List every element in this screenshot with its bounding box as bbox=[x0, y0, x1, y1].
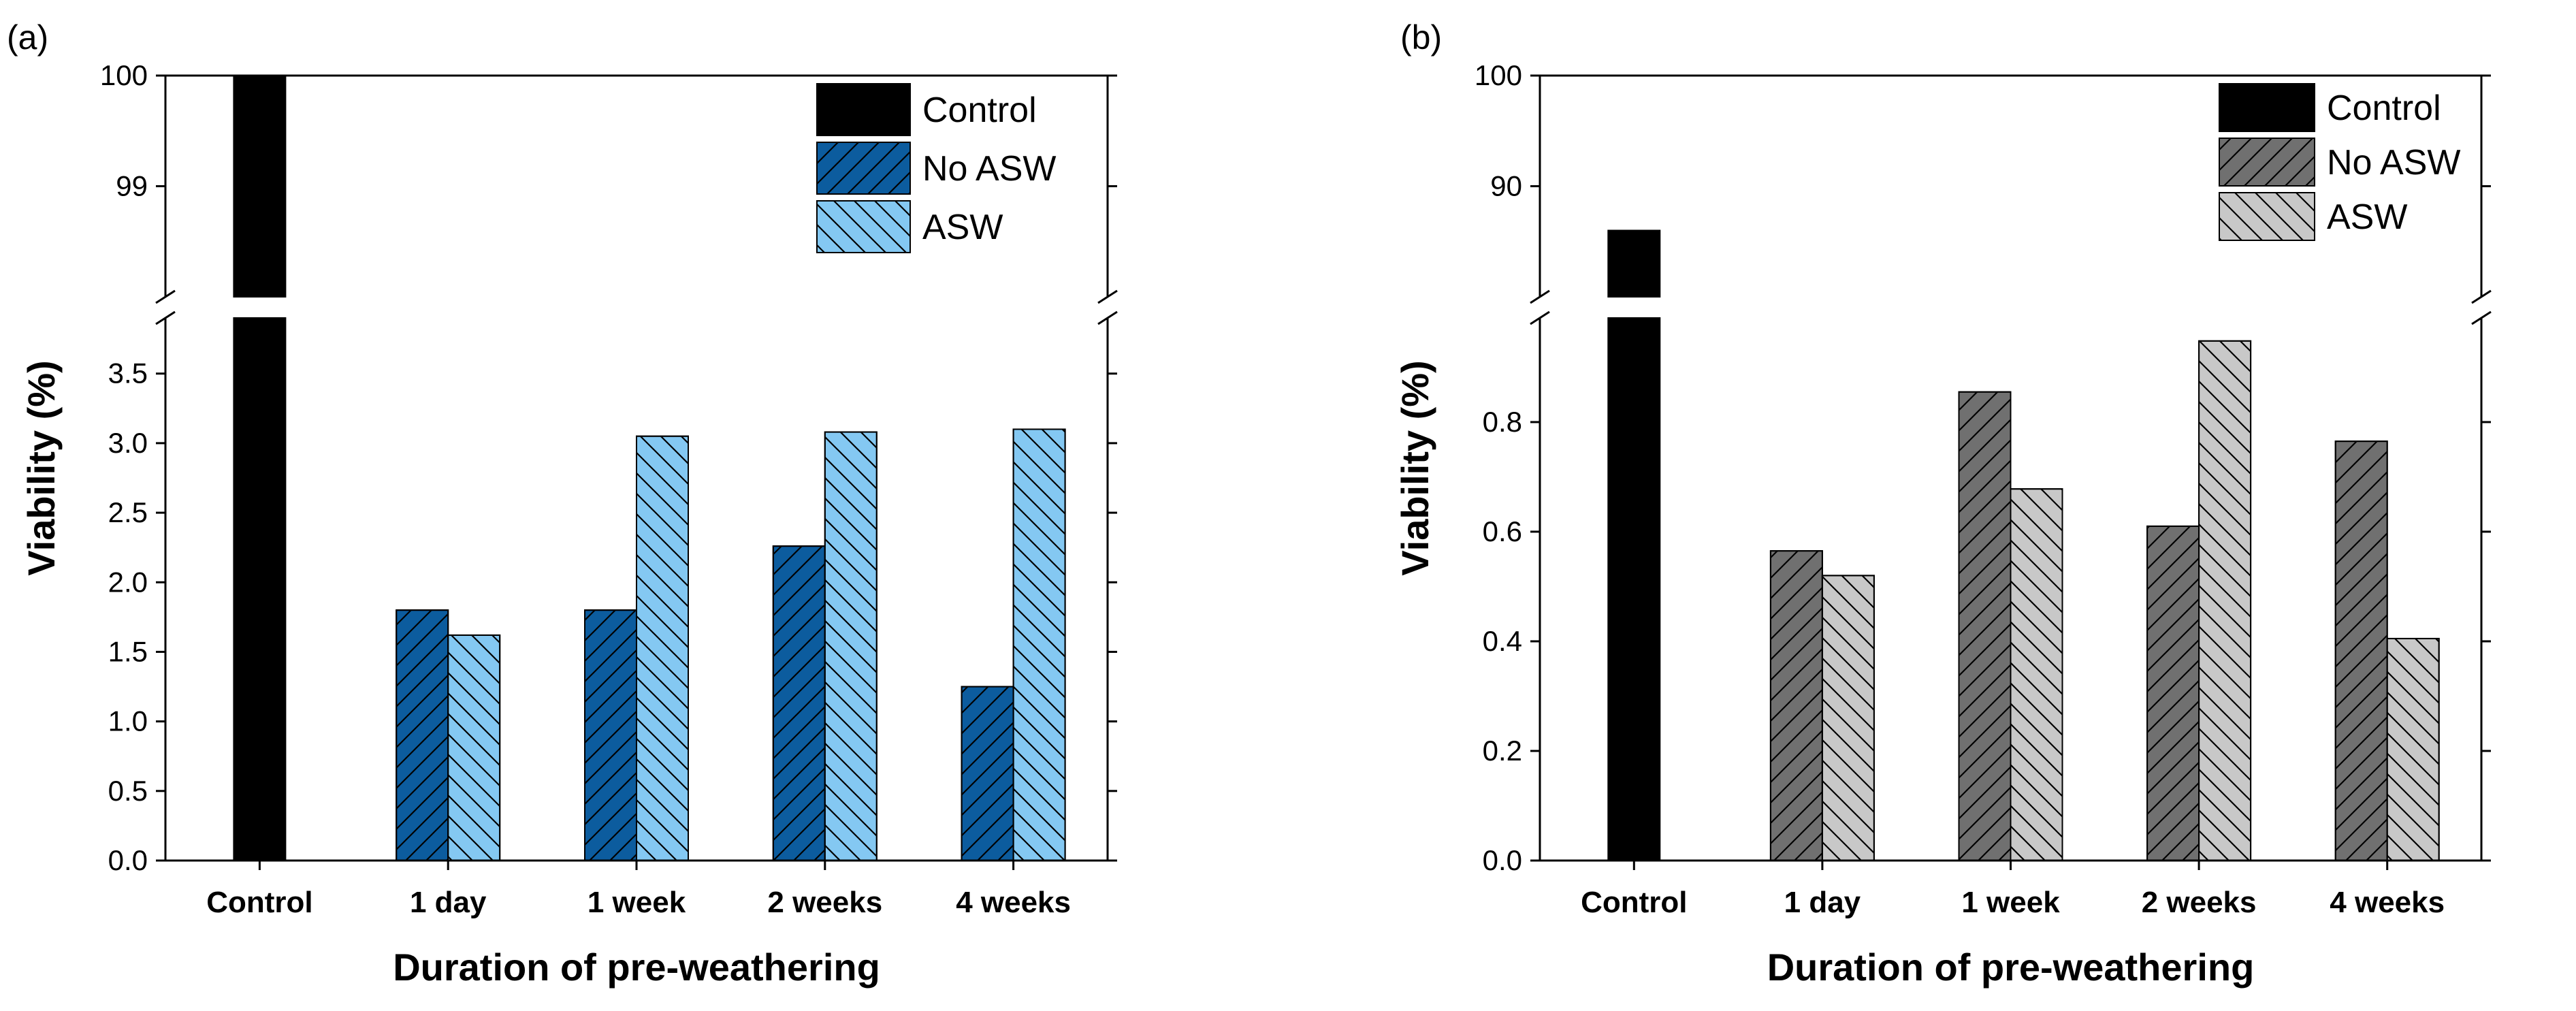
y-tick-label: 0.2 bbox=[1483, 735, 1522, 767]
y-tick-label: 0.4 bbox=[1483, 625, 1522, 657]
bar-asw-4-weeks-hatch bbox=[2386, 637, 2440, 861]
bar-asw-1-day-hatch bbox=[447, 634, 501, 861]
axis-break-mark bbox=[1530, 310, 1550, 325]
x-tick-label: 1 week bbox=[1961, 886, 2060, 919]
legend-label: No ASW bbox=[922, 149, 1057, 189]
bar-asw-1-day-hatch bbox=[1821, 575, 1875, 861]
bar-control-control-upper bbox=[233, 75, 287, 298]
legend-swatch-hatch bbox=[2219, 192, 2315, 241]
legend-swatch bbox=[2219, 83, 2315, 132]
panel-label: (b) bbox=[1400, 18, 1442, 57]
y-tick-label: 0.8 bbox=[1483, 406, 1522, 438]
legend-swatch-hatch bbox=[816, 142, 911, 195]
y-tick-label: 1.5 bbox=[108, 635, 148, 667]
legend-swatch-hatch bbox=[816, 200, 911, 253]
bar-control-control bbox=[1607, 317, 1661, 861]
x-tick-label: 4 weeks bbox=[2330, 886, 2445, 919]
x-axis-title: Duration of pre-weathering bbox=[393, 946, 880, 989]
bar-control-control bbox=[233, 317, 287, 861]
y-tick-label: 100 bbox=[100, 59, 148, 91]
bar-no-asw-4-weeks-hatch bbox=[961, 686, 1014, 861]
legend-swatch bbox=[816, 83, 911, 136]
bar-no-asw-1-week-hatch bbox=[584, 609, 637, 862]
bar-asw-4-weeks-hatch bbox=[1012, 428, 1066, 861]
axis-break-mark bbox=[1530, 289, 1550, 304]
bar-no-asw-1-week-hatch bbox=[1958, 391, 2012, 861]
bar-no-asw-1-day-hatch bbox=[396, 609, 449, 862]
y-tick-label: 3.0 bbox=[108, 427, 148, 459]
y-tick-label: 0.5 bbox=[108, 775, 148, 807]
bar-no-asw-2-weeks-hatch bbox=[2146, 525, 2200, 861]
x-tick-label: 2 weeks bbox=[767, 886, 882, 919]
y-tick-label: 99 bbox=[116, 170, 148, 202]
panel-label: (a) bbox=[7, 18, 48, 57]
x-tick-label: Control bbox=[206, 886, 312, 919]
bar-control-control-upper bbox=[1607, 229, 1661, 298]
legend-label: ASW bbox=[922, 208, 1003, 247]
y-tick-label: 100 bbox=[1475, 59, 1522, 91]
y-tick-label: 0.0 bbox=[108, 844, 148, 876]
bar-asw-2-weeks-hatch bbox=[824, 431, 878, 861]
axis-break-mark bbox=[1097, 310, 1118, 325]
legend-swatch-hatch bbox=[2219, 138, 2315, 187]
panel-a-chart: (a) 0.0 0.5 1.0 1.5 2.0 2.5 3.0 3.5 99 100 Control 1… bbox=[7, 18, 1118, 989]
x-tick-label: 4 weeks bbox=[956, 886, 1071, 919]
bar-no-asw-2-weeks-hatch bbox=[772, 545, 826, 862]
axis-break-mark bbox=[155, 289, 176, 304]
bar-asw-1-week-hatch bbox=[2010, 488, 2063, 861]
x-tick-label: 1 day bbox=[410, 886, 487, 919]
y-tick-label: 0.6 bbox=[1483, 515, 1522, 547]
bar-no-asw-1-day-hatch bbox=[1769, 550, 1823, 862]
axis-break-mark bbox=[2471, 310, 2492, 325]
x-tick-label: 2 weeks bbox=[2142, 886, 2257, 919]
y-axis-title: Viability (%) bbox=[1394, 360, 1436, 575]
bar-no-asw-4-weeks-hatch bbox=[2334, 440, 2388, 861]
legend-label: Control bbox=[922, 91, 1037, 130]
y-tick-label: 0.0 bbox=[1483, 844, 1522, 876]
axis-break-mark bbox=[2471, 289, 2492, 304]
legend-label: No ASW bbox=[2327, 143, 2461, 182]
x-axis-title: Duration of pre-weathering bbox=[1767, 946, 2255, 989]
x-tick-label: 1 week bbox=[587, 886, 686, 919]
legend-label: ASW bbox=[2327, 197, 2407, 237]
y-tick-label: 1.0 bbox=[108, 705, 148, 737]
x-tick-label: Control bbox=[1581, 886, 1687, 919]
y-tick-label: 3.5 bbox=[108, 357, 148, 389]
axis-break-mark bbox=[155, 310, 176, 325]
x-tick-label: 1 day bbox=[1784, 886, 1861, 919]
y-tick-label: 2.0 bbox=[108, 566, 148, 598]
y-tick-label: 90 bbox=[1490, 170, 1522, 202]
y-tick-label: 2.5 bbox=[108, 496, 148, 528]
panel-b-chart: (b) 0.0 0.2 0.4 0.6 0.8 90 100 Control 1 day 1 wee… bbox=[1394, 18, 2492, 989]
legend-label: Control bbox=[2327, 89, 2441, 128]
y-axis-title: Viability (%) bbox=[20, 360, 63, 575]
bar-asw-2-weeks-hatch bbox=[2198, 340, 2252, 861]
axis-break-mark bbox=[1097, 289, 1118, 304]
bar-asw-1-week-hatch bbox=[636, 435, 689, 861]
